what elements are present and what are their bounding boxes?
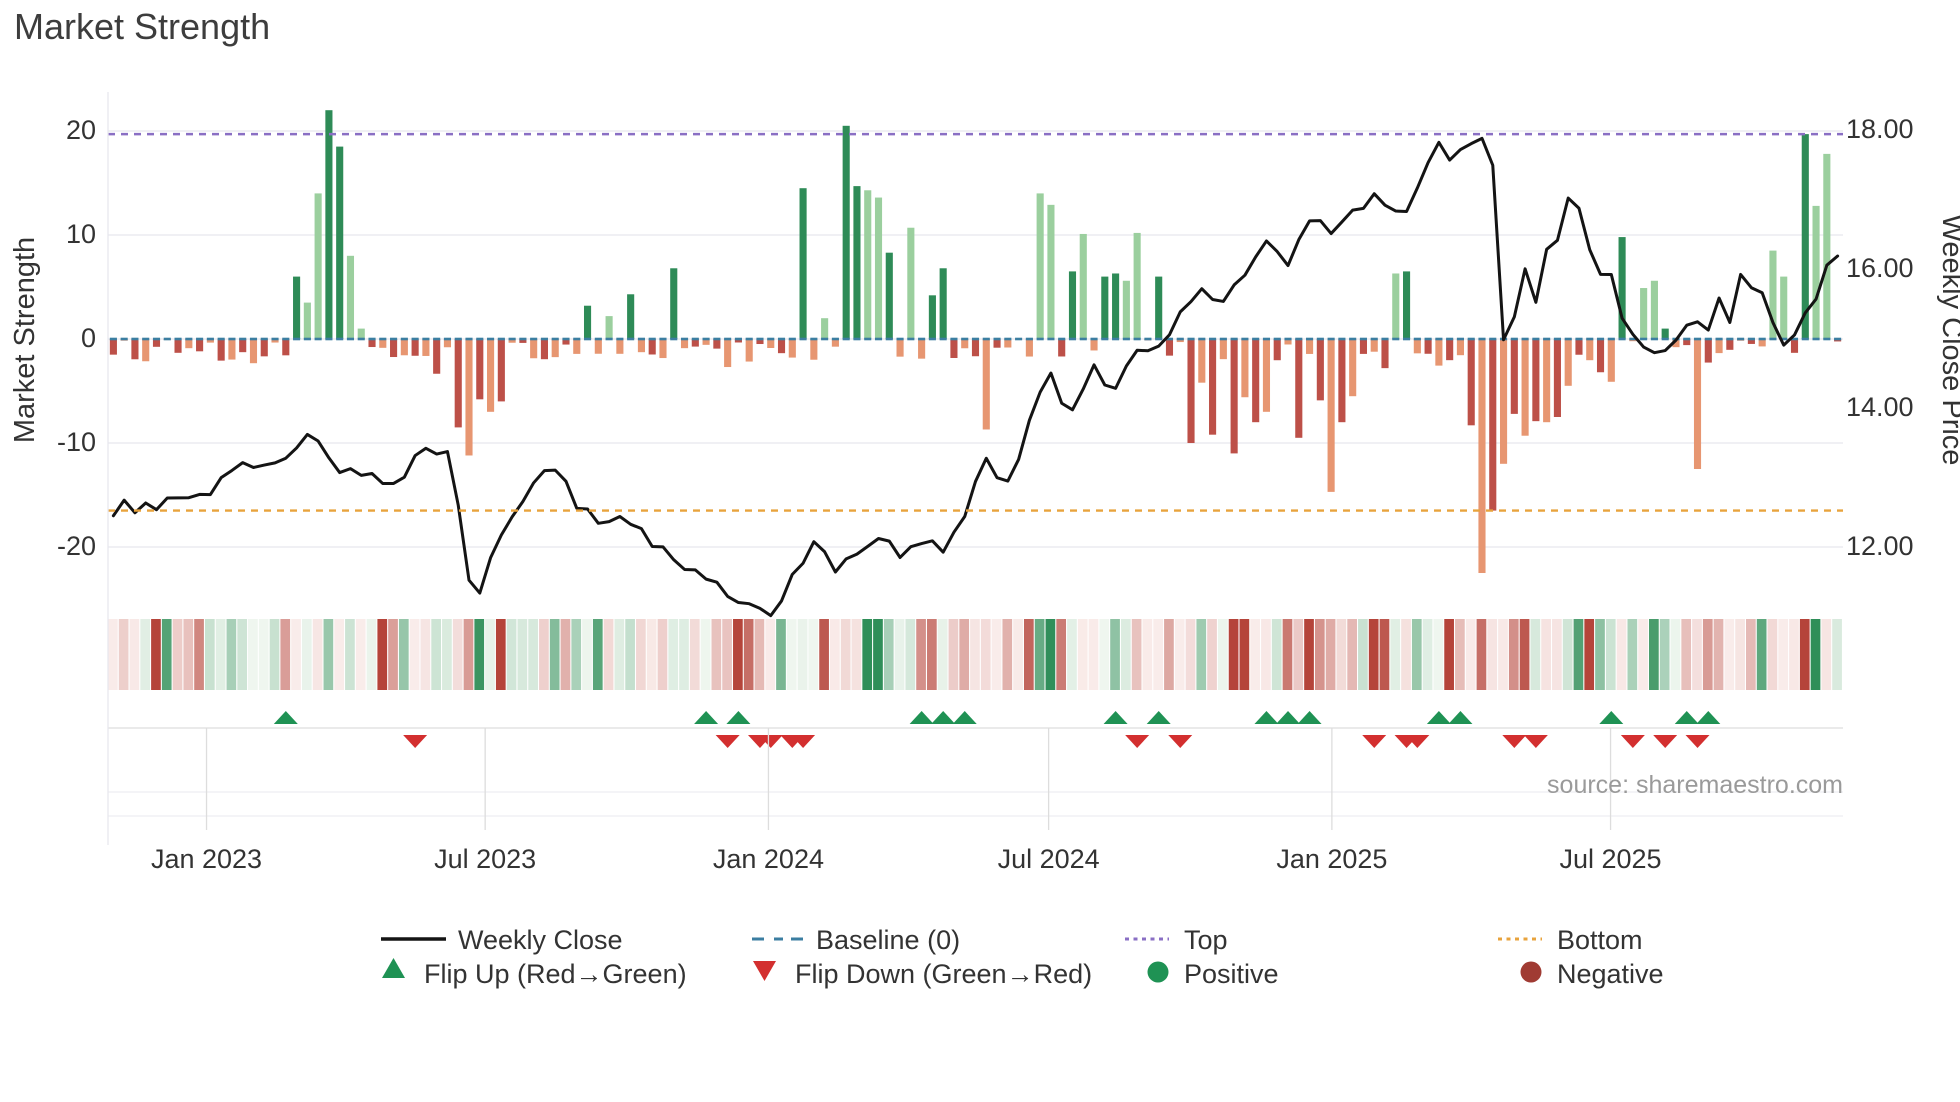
- svg-text:Baseline (0): Baseline (0): [816, 925, 960, 955]
- svg-text:Flip Up (Red→Green): Flip Up (Red→Green): [424, 959, 687, 989]
- svg-text:Weekly Close: Weekly Close: [458, 925, 623, 955]
- svg-text:Top: Top: [1184, 925, 1228, 955]
- svg-text:Positive: Positive: [1184, 959, 1279, 989]
- svg-text:Flip Down (Green→Red): Flip Down (Green→Red): [795, 959, 1092, 989]
- svg-text:Bottom: Bottom: [1557, 925, 1643, 955]
- svg-text:Negative: Negative: [1557, 959, 1664, 989]
